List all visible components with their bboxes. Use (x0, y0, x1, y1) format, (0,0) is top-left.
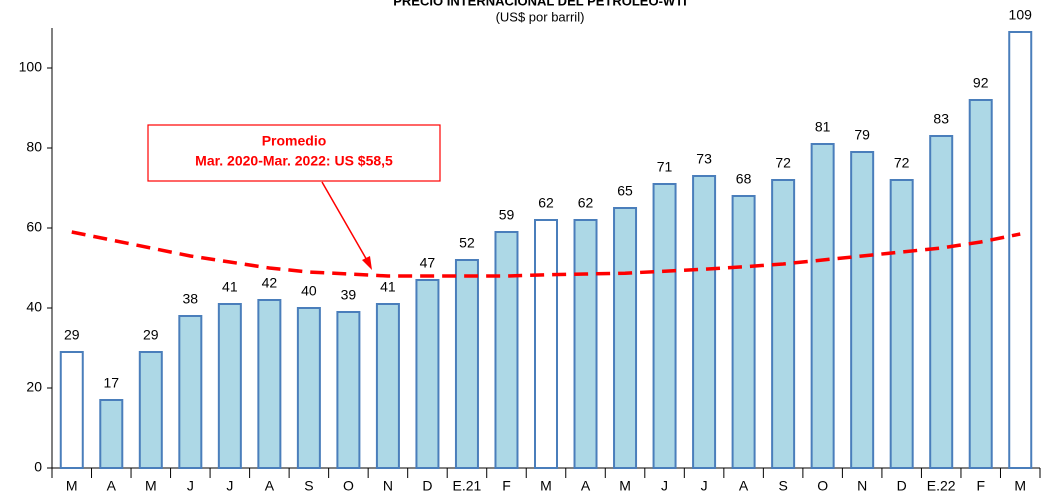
bar (178, 315, 203, 469)
value-label: 109 (1009, 7, 1033, 23)
bar (375, 303, 400, 469)
annotation-text: Promedio (262, 133, 327, 149)
value-label: 38 (183, 291, 199, 307)
x-tick-label: M (145, 478, 157, 494)
x-tick-label: M (619, 478, 631, 494)
value-label: 92 (973, 75, 989, 91)
bar (771, 179, 796, 469)
x-tick-label: J (226, 478, 233, 494)
bar (850, 151, 875, 469)
value-label: 81 (815, 119, 831, 135)
y-tick-label: 60 (26, 219, 42, 235)
bar (613, 207, 638, 469)
x-tick-label: S (778, 478, 787, 494)
x-tick-label: A (581, 478, 591, 494)
arrow-head (362, 256, 372, 270)
bar (494, 231, 519, 469)
x-tick-label: A (265, 478, 275, 494)
bar (415, 279, 440, 469)
value-label: 65 (617, 183, 633, 199)
value-label: 62 (538, 195, 554, 211)
trend-line (71, 230, 1021, 278)
bar (257, 299, 282, 469)
bar (889, 179, 914, 469)
bar (454, 259, 479, 469)
x-tick-label: E.21 (453, 478, 482, 494)
bar (968, 99, 993, 469)
x-tick-label: N (383, 478, 393, 494)
value-label: 52 (459, 235, 475, 251)
x-tick-label: O (343, 478, 354, 494)
bar (1008, 31, 1033, 469)
bar (534, 219, 558, 469)
y-tick-label: 100 (19, 59, 43, 75)
x-tick-label: N (857, 478, 867, 494)
value-label: 29 (64, 327, 80, 343)
x-tick-label: M (1014, 478, 1026, 494)
x-tick-label: F (976, 478, 985, 494)
bar (652, 183, 677, 469)
x-tick-label: D (897, 478, 907, 494)
chart-title: PRECIO INTERNACIONAL DEL PETROLEO-WTI (393, 0, 686, 8)
value-label: 68 (736, 171, 752, 187)
value-label: 41 (380, 279, 396, 295)
bar (138, 351, 163, 469)
value-label: 59 (499, 207, 515, 223)
value-label: 71 (657, 159, 673, 175)
bar (296, 307, 321, 469)
y-tick-label: 80 (26, 139, 42, 155)
value-label: 79 (854, 127, 870, 143)
bar (59, 351, 84, 469)
y-tick-label: 40 (26, 299, 42, 315)
value-label: 73 (696, 151, 712, 167)
value-label: 62 (578, 195, 594, 211)
annotation-text: Mar. 2020-Mar. 2022: US $58,5 (195, 153, 393, 169)
value-label: 40 (301, 283, 317, 299)
bar (929, 135, 954, 469)
x-tick-label: D (422, 478, 432, 494)
y-tick-label: 20 (26, 379, 42, 395)
x-tick-label: E.22 (927, 478, 956, 494)
x-tick-label: J (187, 478, 194, 494)
x-tick-label: S (304, 478, 313, 494)
bar (731, 195, 756, 469)
value-label: 47 (420, 255, 436, 271)
bar (573, 219, 598, 469)
x-tick-label: F (502, 478, 511, 494)
value-label: 41 (222, 279, 238, 295)
x-tick-label: M (66, 478, 78, 494)
bar (810, 143, 835, 469)
value-label: 39 (341, 287, 357, 303)
x-tick-label: M (540, 478, 552, 494)
chart-subtitle: (US$ por barril) (496, 9, 585, 24)
value-label: 29 (143, 327, 159, 343)
value-label: 72 (894, 155, 910, 171)
annotation-arrow (321, 181, 369, 263)
x-tick-label: A (739, 478, 749, 494)
value-label: 42 (262, 275, 278, 291)
y-tick-label: 0 (34, 459, 42, 475)
value-label: 72 (775, 155, 791, 171)
bar (217, 303, 242, 469)
x-tick-label: A (107, 478, 117, 494)
bar (99, 399, 124, 469)
value-label: 83 (933, 111, 949, 127)
value-label: 17 (103, 375, 119, 391)
x-tick-label: J (661, 478, 668, 494)
bar (692, 175, 717, 469)
annotation-box (147, 124, 441, 182)
x-tick-label: J (701, 478, 708, 494)
x-tick-label: O (817, 478, 828, 494)
bar (336, 311, 361, 469)
